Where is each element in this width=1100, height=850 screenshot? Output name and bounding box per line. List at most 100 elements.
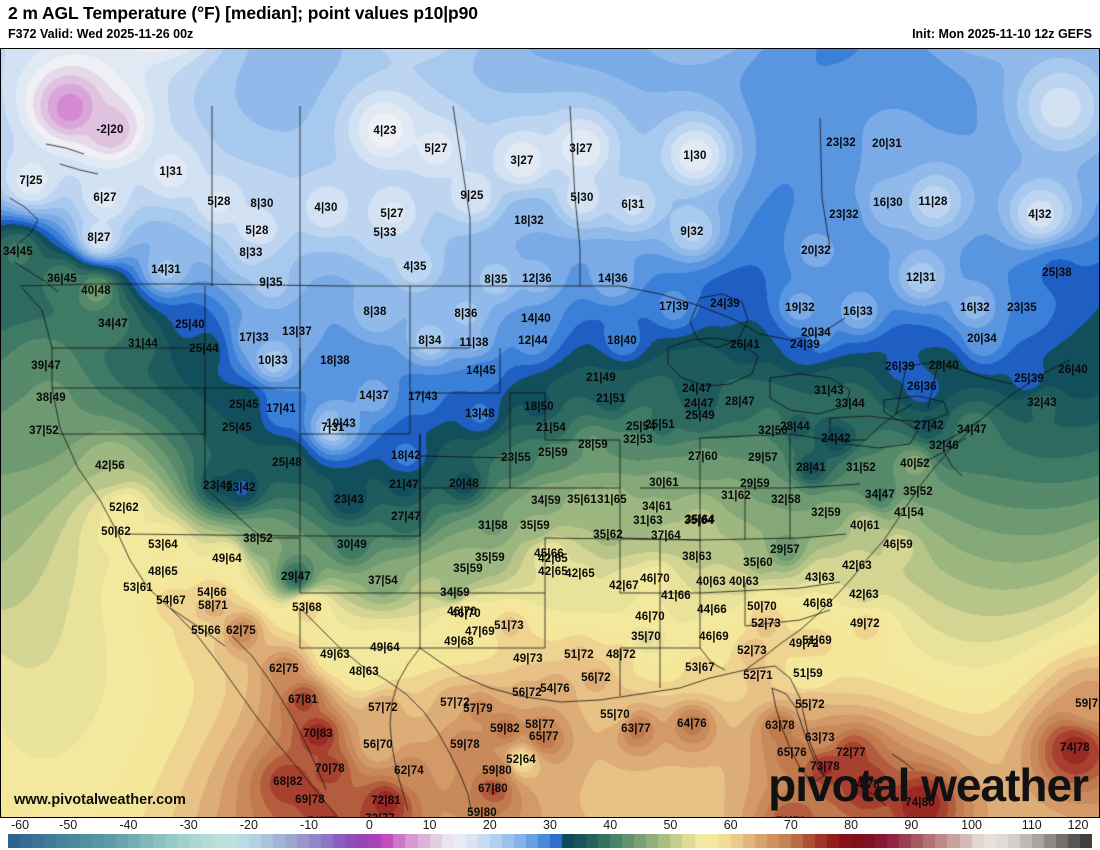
point-value: 4|30 [314,202,338,214]
point-value: 35|70 [631,631,661,643]
point-value: 25|49 [685,410,715,422]
point-value: 26|41 [730,339,760,351]
colorbar-tick: -10 [300,818,319,832]
point-value: 8|33 [239,247,263,259]
point-value: 49|68 [444,636,474,648]
point-value: 59|73 [1075,698,1100,710]
colorbar-tick: 20 [482,818,497,832]
header: 2 m AGL Temperature (°F) [median]; point… [0,0,1100,48]
point-value: 55|72 [795,699,825,711]
point-value: 32|50 [758,425,788,437]
point-value: 31|62 [721,490,751,502]
point-value: 20|34 [801,327,831,339]
map-panel[interactable]: -2|20 7|25 1|31 6|27 5|28 8|30 8|27 5|28 8|33 14|… [0,48,1100,818]
point-value: 25|38 [1042,267,1072,279]
point-value: 34|45 [3,246,33,258]
point-value: 26|36 [907,381,937,393]
point-value: 12|31 [906,272,936,284]
point-value: 11|28 [918,196,948,208]
colorbar-gradient [8,834,1092,848]
point-value: 34|59 [531,495,561,507]
point-value: 25|45 [222,422,252,434]
point-value: 62|75 [269,663,299,675]
point-value: 1|31 [159,166,183,178]
point-value: 8|35 [484,274,508,286]
point-value: 70|78 [315,763,345,775]
point-value: 24|42 [821,433,851,445]
point-value: 29|47 [281,571,311,583]
point-value: 27|42 [914,420,944,432]
point-value: 35|59 [520,520,550,532]
point-value: 5|28 [207,196,231,208]
point-value: 32|59 [811,507,841,519]
point-value: 20|32 [801,245,831,257]
init-time-label: Init: Mon 2025-11-10 12z GEFS [912,27,1092,41]
point-value: 23|46 [203,480,233,492]
point-value: 8|27 [87,232,111,244]
point-value: 23|55 [501,452,531,464]
point-value: 28|59 [578,439,608,451]
point-value: 5|27 [380,208,404,220]
point-value: 42|65 [565,568,595,580]
point-value: 54|76 [540,683,570,695]
point-value: 25|59 [538,447,568,459]
point-value: 13|37 [282,326,312,338]
point-value: 31|44 [128,338,158,350]
point-value: 24|47 [684,398,714,410]
point-value: 35|61 [567,494,597,506]
point-value: 51|59 [793,668,823,680]
point-value: 33|44 [835,398,865,410]
point-value: 53|68 [292,602,322,614]
point-value: 34|47 [957,424,987,436]
point-value: 50|70 [747,601,777,613]
point-value: 52|73 [751,618,781,630]
point-value: 40|63 [729,576,759,588]
point-value: 70|83 [303,728,333,740]
point-value: 46|70 [447,606,477,618]
colorbar-tick: -20 [239,818,258,832]
point-value: 38|52 [243,533,273,545]
point-value: -2|20 [96,124,124,136]
point-value: 48|65 [148,566,178,578]
point-value: 63|73 [805,732,835,744]
point-value: 46|70 [640,573,670,585]
point-value: 68|82 [273,776,303,788]
point-value: 45|66 [534,548,564,560]
point-value: 23|32 [826,137,856,149]
point-value: 59|82 [490,723,520,735]
point-value: 55|66 [191,625,221,637]
point-value: 37|52 [29,425,59,437]
point-value: 48|63 [349,666,379,678]
point-value: 67|80 [478,783,508,795]
point-value: 7|31 [321,422,345,434]
point-value: 59|78 [450,739,480,751]
point-value: 1|30 [683,150,707,162]
colorbar-tick: 70 [783,818,798,832]
point-value: 65|77 [529,731,559,743]
point-value: 35|64 [684,515,714,527]
point-value: 64|76 [677,718,707,730]
point-value: 32|43 [1027,397,1057,409]
point-value: 41|66 [661,590,691,602]
point-value: 6|27 [93,192,117,204]
point-value: 27|47 [391,511,421,523]
point-value: 46|70 [451,608,481,620]
point-value: 17|41 [266,403,296,415]
point-value: 8|30 [250,198,274,210]
point-value: 9|35 [259,277,283,289]
point-value: 25|39 [1014,373,1044,385]
point-value: 57|72 [368,702,398,714]
point-value: 35|59 [453,563,483,575]
point-value: 57|79 [463,703,493,715]
point-value: 49|72 [850,618,880,630]
point-value: 26|40 [1058,364,1088,376]
point-value: 16|32 [960,302,990,314]
point-value: 14|40 [521,313,551,325]
point-value: 32|46 [929,440,959,452]
point-value: 24|47 [682,383,712,395]
point-value: 35|62 [593,529,623,541]
point-value: 63|77 [621,723,651,735]
point-value: 8|34 [418,335,442,347]
point-value: 59|80 [467,807,497,818]
point-value: 34|47 [865,489,895,501]
